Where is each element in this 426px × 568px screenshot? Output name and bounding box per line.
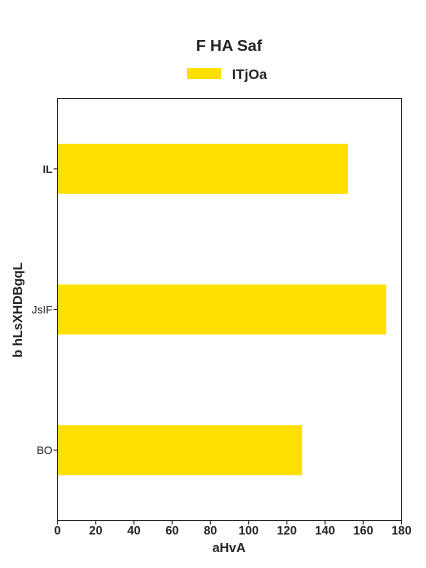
plot-area-frame <box>57 98 402 521</box>
bar-bo <box>57 425 303 476</box>
x-tick-label: 0 <box>54 524 61 538</box>
x-tick-label: 80 <box>204 524 218 538</box>
x-tick-label: 100 <box>239 524 259 538</box>
x-tick-label: 60 <box>165 524 179 538</box>
bar-il <box>57 143 348 194</box>
y-tick-label: BO <box>37 445 53 457</box>
y-axis-label: b hLsXHDBgqL <box>10 262 25 357</box>
x-axis-label: aHvA <box>212 540 246 555</box>
bars <box>57 143 387 476</box>
x-tick-label: 20 <box>89 524 103 538</box>
chart-title: F HA Saf <box>196 38 263 55</box>
x-tick-label: 140 <box>315 524 335 538</box>
x-tick-label: 180 <box>391 524 411 538</box>
legend-label: ITjOa <box>232 66 267 82</box>
bar-jsif <box>57 284 387 335</box>
y-tick-label: JsIF <box>32 305 53 317</box>
x-tick-label: 160 <box>353 524 373 538</box>
legend-swatch <box>187 68 221 79</box>
y-axis-ticks: IL JsIF BO <box>32 164 58 457</box>
x-tick-label: 40 <box>127 524 141 538</box>
y-tick-label: IL <box>43 164 53 176</box>
x-axis-ticks: 0 20 40 60 80 100 120 140 160 180 <box>54 520 412 538</box>
legend: ITjOa <box>187 66 267 82</box>
x-tick-label: 120 <box>277 524 297 538</box>
